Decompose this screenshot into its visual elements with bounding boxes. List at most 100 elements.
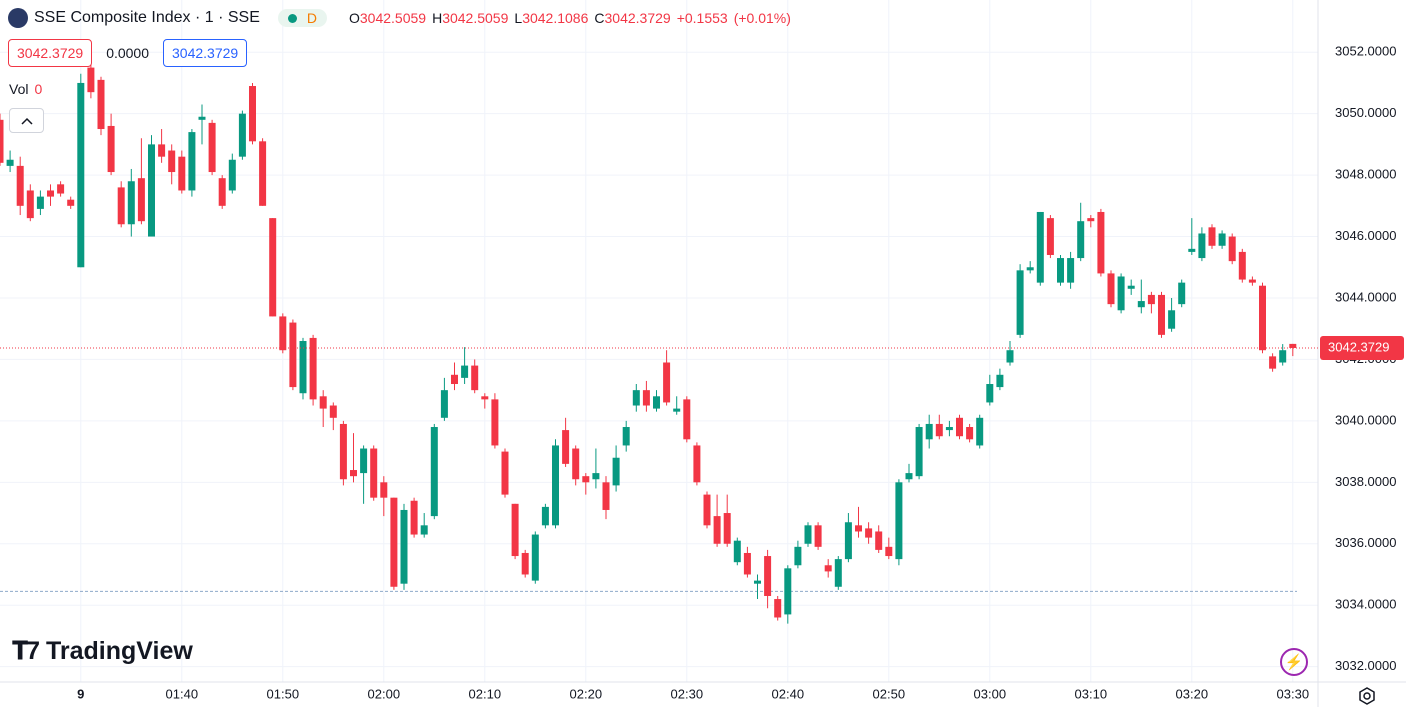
candle bbox=[865, 522, 873, 544]
candle-body bbox=[1046, 218, 1054, 255]
candle-body bbox=[461, 365, 469, 378]
candle-body bbox=[703, 494, 711, 526]
candle bbox=[935, 414, 943, 440]
candle bbox=[552, 439, 559, 529]
candle-body bbox=[986, 384, 994, 403]
candle bbox=[137, 138, 145, 225]
candle-body bbox=[360, 448, 368, 474]
candle bbox=[269, 218, 277, 317]
candle bbox=[420, 513, 428, 538]
candle bbox=[1036, 211, 1044, 286]
candle bbox=[1127, 279, 1135, 295]
collapse-button[interactable] bbox=[9, 108, 44, 133]
symbol-title[interactable]: SSE Composite Index · 1 · SSE bbox=[34, 9, 260, 26]
candle-body bbox=[1006, 350, 1014, 363]
candle-body bbox=[0, 119, 4, 163]
candle-body bbox=[511, 503, 519, 557]
candle-body bbox=[1178, 282, 1186, 305]
candle-body bbox=[228, 159, 236, 191]
sell-button[interactable]: 3042.3729 bbox=[8, 39, 93, 67]
candle bbox=[915, 423, 923, 480]
candle-body bbox=[370, 448, 378, 498]
candle-body bbox=[491, 399, 499, 446]
candle bbox=[1046, 215, 1054, 259]
candle bbox=[996, 368, 1004, 391]
candle bbox=[733, 537, 741, 566]
candle bbox=[350, 433, 357, 483]
settings-button[interactable] bbox=[1357, 686, 1377, 706]
candle bbox=[16, 156, 24, 216]
candle bbox=[390, 497, 398, 590]
candle-body bbox=[148, 144, 155, 237]
candle bbox=[764, 549, 772, 609]
x-tick-label: 01:40 bbox=[166, 686, 199, 701]
market-status[interactable]: D bbox=[277, 9, 327, 27]
buy-button[interactable]: 3042.3729 bbox=[163, 39, 248, 67]
x-tick-label: 02:30 bbox=[671, 686, 704, 701]
candle-body bbox=[1127, 285, 1135, 289]
y-tick-label: 3050.0000 bbox=[1335, 105, 1396, 120]
candle bbox=[1259, 282, 1266, 354]
candle bbox=[309, 334, 317, 406]
candle bbox=[1218, 230, 1226, 249]
candle bbox=[1117, 273, 1125, 314]
x-tick-label: 03:30 bbox=[1277, 686, 1310, 701]
candle-body bbox=[420, 525, 428, 535]
interval-badge: D bbox=[306, 10, 317, 26]
candle bbox=[774, 595, 782, 621]
candle-body bbox=[47, 190, 54, 197]
candle-body bbox=[430, 427, 438, 517]
candle bbox=[986, 374, 994, 406]
candle-body bbox=[319, 396, 327, 409]
candle-body bbox=[966, 427, 974, 440]
candle-body bbox=[562, 430, 570, 464]
candle bbox=[673, 396, 681, 415]
candle bbox=[592, 448, 600, 489]
candle bbox=[1168, 297, 1176, 332]
candle-body bbox=[299, 341, 307, 394]
candle-body bbox=[1026, 267, 1034, 271]
candle-body bbox=[440, 390, 448, 418]
brand-logo[interactable]: 𝐓7 TradingView bbox=[12, 637, 193, 666]
candle-body bbox=[1147, 294, 1155, 305]
candle bbox=[158, 129, 166, 163]
candle bbox=[289, 319, 297, 391]
ohlc-value: 3042.5059 bbox=[359, 10, 427, 26]
candle bbox=[148, 135, 155, 237]
candle-body bbox=[471, 365, 479, 391]
candle-body bbox=[168, 150, 176, 173]
candle-body bbox=[16, 165, 24, 206]
candle-body bbox=[137, 178, 145, 222]
candle-body bbox=[814, 525, 822, 547]
ohlc-high: H3042.5059 bbox=[432, 10, 508, 26]
candle-body bbox=[875, 531, 883, 550]
brand-mark: 𝐓7 bbox=[12, 637, 40, 665]
candle-body bbox=[309, 337, 317, 400]
candle bbox=[784, 565, 792, 624]
candle-body bbox=[1228, 236, 1236, 262]
candle-body bbox=[451, 374, 458, 385]
candle bbox=[1006, 341, 1014, 366]
y-tick-label: 3048.0000 bbox=[1335, 167, 1396, 182]
candle bbox=[481, 393, 489, 409]
candle-body bbox=[1158, 294, 1165, 335]
candle-body bbox=[1107, 273, 1115, 305]
candle bbox=[77, 73, 85, 268]
candle-body bbox=[774, 599, 782, 618]
candle bbox=[875, 525, 883, 553]
candle bbox=[814, 522, 822, 550]
candle bbox=[168, 144, 176, 185]
candle-body bbox=[754, 580, 761, 584]
candle-body bbox=[501, 451, 509, 495]
candle-body bbox=[663, 362, 671, 403]
candle bbox=[794, 540, 802, 569]
candle bbox=[218, 175, 226, 209]
symbol-logo bbox=[8, 8, 28, 28]
ohlc-close: C3042.3729 bbox=[594, 10, 670, 26]
y-tick-label: 3044.0000 bbox=[1335, 289, 1396, 304]
quick-action[interactable]: ⚡ bbox=[1280, 648, 1308, 676]
candle-body bbox=[188, 132, 196, 191]
candle-body bbox=[339, 423, 347, 480]
candle-body bbox=[158, 144, 166, 157]
candle bbox=[1057, 254, 1064, 286]
